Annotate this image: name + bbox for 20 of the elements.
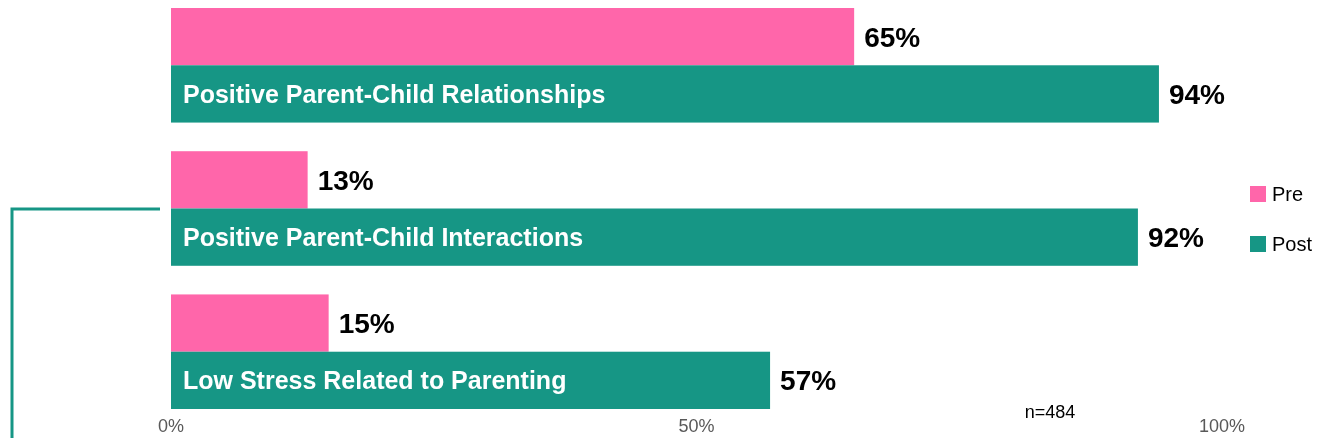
bar xyxy=(171,8,855,66)
x-tick-label: 0% xyxy=(157,416,185,436)
y-tick-label: Positive Parent-Child Interactions xyxy=(183,223,584,252)
bar xyxy=(171,208,1138,266)
y-tick-label: Positive Parent-Child Relationships xyxy=(183,79,606,108)
bar xyxy=(171,65,1159,123)
x-tick-label: 100% xyxy=(1198,416,1246,436)
data-label: 13% xyxy=(317,164,374,196)
annotation: n=484 xyxy=(1024,402,1076,422)
data-label: 94% xyxy=(1168,78,1226,110)
legend-label: Pre xyxy=(1272,183,1304,205)
y-tick-label: Low Stress Related to Parenting xyxy=(183,366,567,395)
data-label: 92% xyxy=(1147,222,1205,254)
data-label: 57% xyxy=(780,365,837,397)
x-tick-label: 50% xyxy=(678,416,715,436)
bar xyxy=(171,294,329,352)
data-label: 15% xyxy=(338,308,395,340)
data-label: 65% xyxy=(864,21,921,53)
bar xyxy=(171,151,308,209)
legend-label: Post xyxy=(1272,233,1313,255)
